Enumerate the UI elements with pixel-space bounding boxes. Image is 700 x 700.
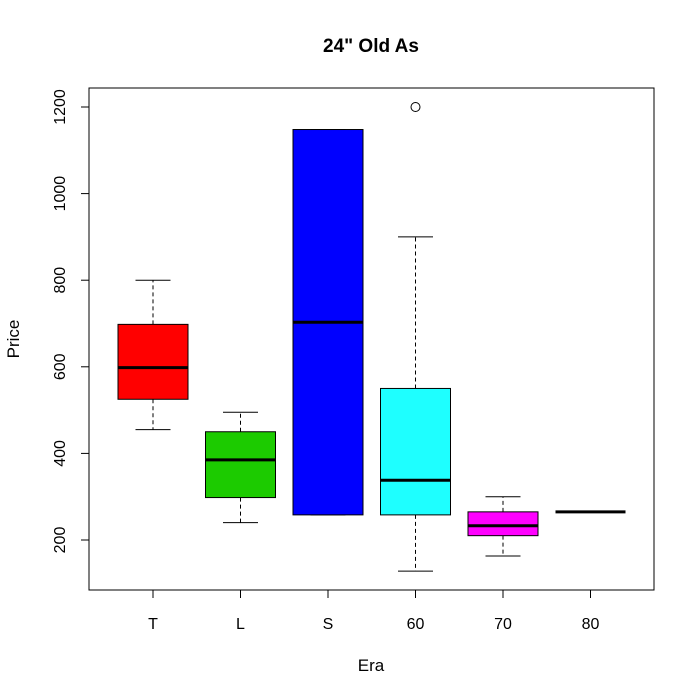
box-60 <box>380 102 451 572</box>
y-tick-label: 1000 <box>52 176 69 212</box>
box-body <box>117 323 189 400</box>
box-body <box>205 431 276 499</box>
y-tick-label: 600 <box>52 353 69 380</box>
y-tick-label: 400 <box>52 440 69 467</box>
x-tick-label: 80 <box>582 616 600 633</box>
x-tick-label: 70 <box>494 616 512 633</box>
outlier-point <box>410 102 421 112</box>
box-body <box>467 511 539 537</box>
y-tick-label: 800 <box>52 267 69 294</box>
x-tick-label: 60 <box>407 616 425 633</box>
y-tick-label: 200 <box>52 527 69 554</box>
box-L <box>205 411 276 524</box>
box-70 <box>467 496 539 557</box>
y-axis: 200 400 600 800 1000 1200 <box>52 89 90 554</box>
y-axis-label: Price <box>4 320 23 359</box>
x-tick-label: S <box>323 616 334 633</box>
boxes-group <box>117 102 626 572</box>
y-tick-label: 1200 <box>52 89 69 125</box>
x-axis-label: Era <box>358 656 385 675</box>
box-S <box>292 129 364 516</box>
box-T <box>117 279 189 431</box>
x-tick-label: L <box>236 616 245 633</box>
x-tick-label: T <box>148 616 158 633</box>
x-axis: T L S 60 70 80 <box>148 589 600 633</box>
box-body <box>380 387 451 516</box>
chart-title: 24" Old As <box>323 36 419 57</box>
